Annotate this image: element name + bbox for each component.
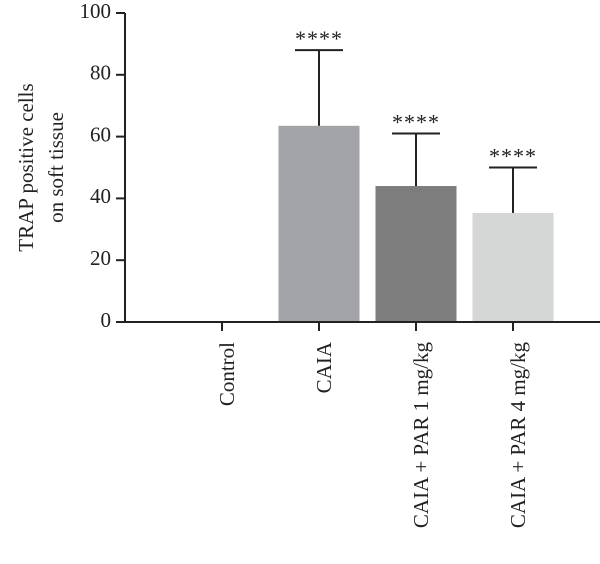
y-tick-label: 60	[90, 122, 111, 146]
axes	[124, 13, 600, 323]
significance-label: ****	[489, 144, 537, 169]
y-axis-title-line: TRAP positive cells	[14, 83, 38, 251]
bars	[278, 125, 554, 322]
bar	[472, 212, 554, 322]
y-axis-ticks: 0 20 40 60 80 100	[80, 0, 125, 332]
x-tick-label: Control	[215, 342, 239, 406]
y-tick-label: 20	[90, 246, 111, 270]
significance-labels: **** **** ****	[295, 26, 537, 169]
y-axis-title-line: on soft tissue	[44, 112, 68, 223]
x-tick-label: CAIA + PAR 1 mg/kg	[409, 342, 433, 529]
x-tick-label: CAIA	[312, 341, 336, 393]
y-axis-title: TRAP positive cells on soft tissue	[14, 83, 68, 251]
x-tick-label: CAIA + PAR 4 mg/kg	[506, 342, 530, 529]
y-tick-label: 100	[80, 0, 112, 23]
error-bars	[295, 49, 537, 213]
bar	[278, 125, 360, 322]
y-tick-label: 40	[90, 184, 111, 208]
significance-label: ****	[295, 26, 343, 51]
significance-label: ****	[392, 110, 440, 135]
bar	[375, 186, 457, 322]
y-tick-label: 0	[101, 308, 112, 332]
x-axis-ticks: Control CAIA CAIA + PAR 1 mg/kg CAIA + PAR …	[215, 322, 530, 528]
y-tick-label: 80	[90, 61, 111, 85]
